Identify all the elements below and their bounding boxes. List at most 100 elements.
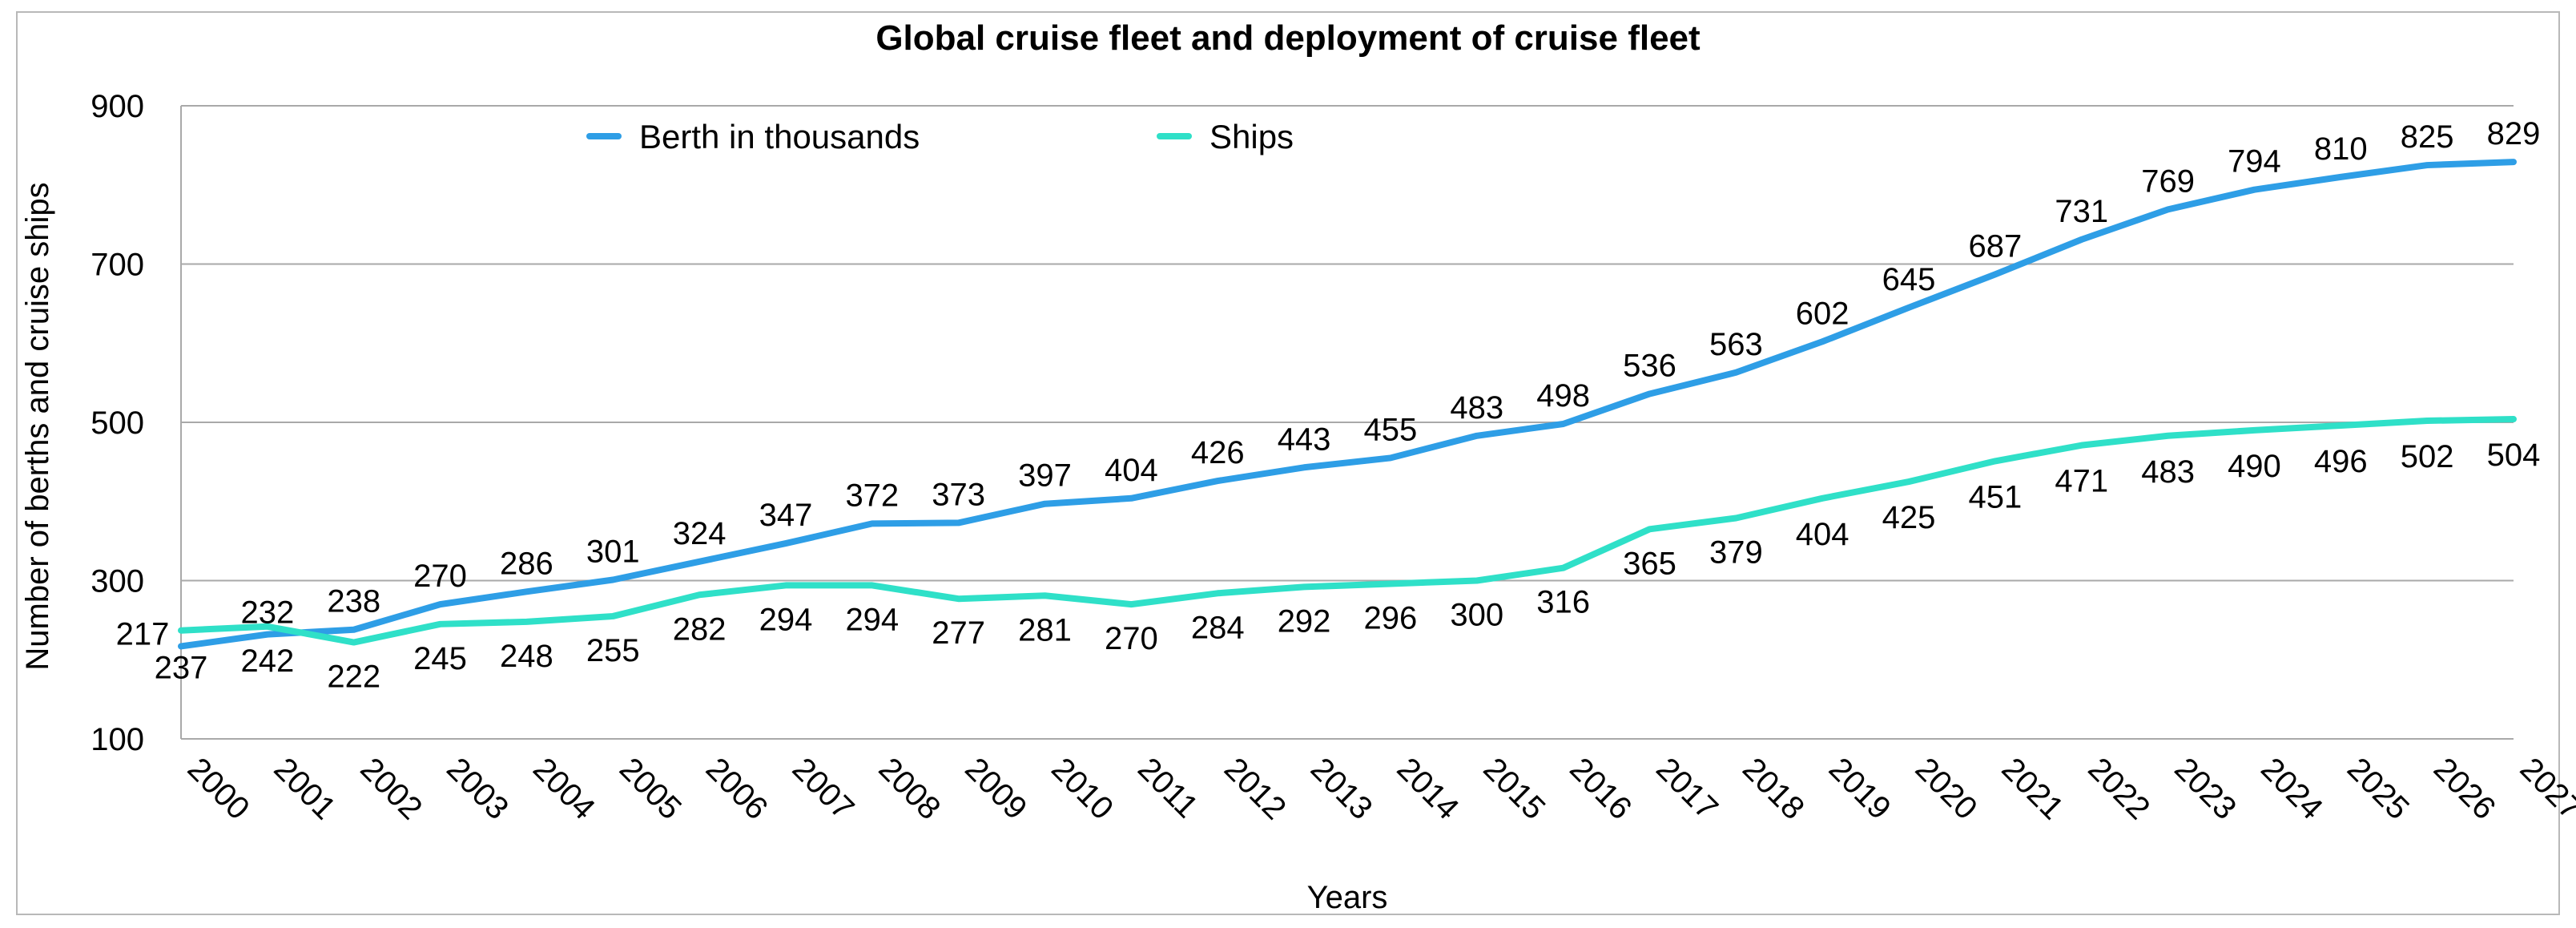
data-label-berths-2010: 397 xyxy=(1018,458,1072,494)
data-label-berths-2012: 426 xyxy=(1191,435,1245,470)
data-label-berths-2008: 372 xyxy=(845,478,899,513)
x-tick-label-2018: 2018 xyxy=(1736,751,1811,826)
x-tick-label-2015: 2015 xyxy=(1476,751,1552,826)
x-tick-label-2010: 2010 xyxy=(1044,751,1120,826)
data-label-ships-2009: 277 xyxy=(932,615,985,651)
data-label-ships-2025: 496 xyxy=(2314,444,2368,479)
data-label-berths-2015: 483 xyxy=(1450,390,1503,426)
data-label-berths-2023: 769 xyxy=(2141,163,2195,199)
data-label-berths-2020: 645 xyxy=(1882,262,1936,297)
data-label-ships-2002: 222 xyxy=(327,660,380,695)
data-label-berths-2022: 731 xyxy=(2055,194,2108,229)
x-tick-label-2003: 2003 xyxy=(440,751,515,826)
y-tick-label-500: 500 xyxy=(91,405,144,441)
data-label-berths-2006: 324 xyxy=(673,516,727,551)
chart-frame xyxy=(16,11,2560,915)
data-label-ships-2020: 425 xyxy=(1882,500,1936,535)
y-tick-label-100: 100 xyxy=(91,722,144,757)
data-label-berths-2004: 286 xyxy=(500,546,553,581)
data-label-berths-2014: 455 xyxy=(1364,412,1418,447)
data-label-ships-2023: 483 xyxy=(2141,454,2195,490)
data-label-berths-2025: 810 xyxy=(2314,131,2368,167)
data-label-berths-2001: 232 xyxy=(240,595,294,631)
data-label-ships-2026: 502 xyxy=(2401,439,2454,474)
data-label-berths-2026: 825 xyxy=(2401,119,2454,155)
data-label-ships-2008: 294 xyxy=(845,602,899,637)
x-tick-label-2022: 2022 xyxy=(2081,751,2156,826)
data-label-ships-2013: 292 xyxy=(1278,603,1331,639)
data-label-ships-2016: 316 xyxy=(1536,585,1590,620)
x-tick-label-2023: 2023 xyxy=(2167,751,2243,826)
x-axis-label: Years xyxy=(1307,880,1388,915)
data-label-ships-2000: 237 xyxy=(155,651,208,686)
data-label-ships-2018: 379 xyxy=(1709,535,1763,570)
data-label-berths-2007: 347 xyxy=(759,498,813,533)
data-label-berths-2011: 404 xyxy=(1105,453,1158,488)
data-label-ships-2021: 451 xyxy=(1969,479,2023,514)
legend-label-ships: Ships xyxy=(1210,118,1294,155)
data-label-ships-2005: 255 xyxy=(586,633,640,668)
data-label-berths-2002: 238 xyxy=(327,584,380,619)
x-tick-label-2009: 2009 xyxy=(958,751,1033,826)
x-tick-label-2014: 2014 xyxy=(1391,751,1466,826)
x-tick-label-2016: 2016 xyxy=(1563,751,1638,826)
data-label-ships-2003: 245 xyxy=(413,641,467,676)
x-tick-label-2026: 2026 xyxy=(2427,751,2502,826)
x-tick-label-2013: 2013 xyxy=(1304,751,1379,826)
data-label-ships-2022: 471 xyxy=(2055,464,2108,499)
data-label-berths-2009: 373 xyxy=(932,477,985,512)
data-label-ships-2010: 281 xyxy=(1018,612,1072,648)
x-tick-label-2011: 2011 xyxy=(1131,751,1205,825)
data-label-ships-2012: 284 xyxy=(1191,610,1245,645)
chart-title: Global cruise fleet and deployment of cr… xyxy=(875,18,1701,58)
y-axis-ticks: 100 300 500 700 900 xyxy=(91,89,144,757)
data-label-berths-2027: 829 xyxy=(2487,116,2541,151)
data-label-berths-2005: 301 xyxy=(586,535,640,570)
x-tick-label-2002: 2002 xyxy=(353,751,429,826)
series-line-ships xyxy=(178,416,2517,646)
data-label-ships-2006: 282 xyxy=(673,611,727,647)
data-label-ships-2007: 294 xyxy=(759,602,813,637)
data-label-ships-2015: 300 xyxy=(1450,598,1503,633)
data-labels: 217 232 238 270 286 301 324 347 372 373 397 404 426 4… xyxy=(116,116,2541,694)
x-tick-label-2006: 2006 xyxy=(699,751,775,826)
x-tick-label-2001: 2001 xyxy=(267,751,342,826)
data-label-ships-2024: 490 xyxy=(2228,449,2281,484)
data-label-berths-2003: 270 xyxy=(413,559,467,594)
x-tick-label-2027: 2027 xyxy=(2514,751,2576,826)
data-label-ships-2001: 242 xyxy=(240,644,294,679)
series-lines xyxy=(178,159,2517,650)
data-label-ships-2004: 248 xyxy=(500,639,553,674)
data-label-berths-2024: 794 xyxy=(2228,144,2281,180)
data-label-ships-2011: 270 xyxy=(1105,621,1158,656)
legend-label-berths: Berth in thousands xyxy=(639,118,920,155)
x-tick-label-2008: 2008 xyxy=(871,751,947,826)
series-line-berths xyxy=(178,159,2517,650)
x-tick-label-2020: 2020 xyxy=(1909,751,1984,826)
data-label-berths-2013: 443 xyxy=(1278,422,1331,457)
data-label-berths-2018: 563 xyxy=(1709,327,1763,362)
y-axis-label: Number of berths and cruise ships xyxy=(20,182,55,670)
data-label-berths-2017: 536 xyxy=(1623,348,1676,383)
x-tick-label-2024: 2024 xyxy=(2254,751,2329,826)
x-tick-label-2025: 2025 xyxy=(2341,751,2416,826)
data-label-ships-2014: 296 xyxy=(1364,600,1418,635)
gridlines xyxy=(180,105,2514,740)
y-tick-label-700: 700 xyxy=(91,248,144,283)
x-tick-label-2007: 2007 xyxy=(786,751,861,826)
data-label-berths-2016: 498 xyxy=(1536,378,1590,414)
data-label-berths-2021: 687 xyxy=(1969,228,2023,264)
y-tick-label-900: 900 xyxy=(91,89,144,124)
x-tick-label-2000: 2000 xyxy=(181,751,256,826)
x-tick-label-2012: 2012 xyxy=(1218,751,1293,826)
x-tick-label-2019: 2019 xyxy=(1822,751,1898,826)
data-label-ships-2019: 404 xyxy=(1796,517,1849,552)
legend: Berth in thousands Ships xyxy=(586,118,1294,155)
data-label-berths-2019: 602 xyxy=(1796,296,1849,331)
data-label-ships-2027: 504 xyxy=(2487,438,2541,473)
data-label-berths-2000: 217 xyxy=(116,616,170,652)
x-tick-label-2017: 2017 xyxy=(1649,751,1725,826)
data-label-ships-2017: 365 xyxy=(1623,546,1676,581)
x-tick-label-2004: 2004 xyxy=(526,751,602,826)
